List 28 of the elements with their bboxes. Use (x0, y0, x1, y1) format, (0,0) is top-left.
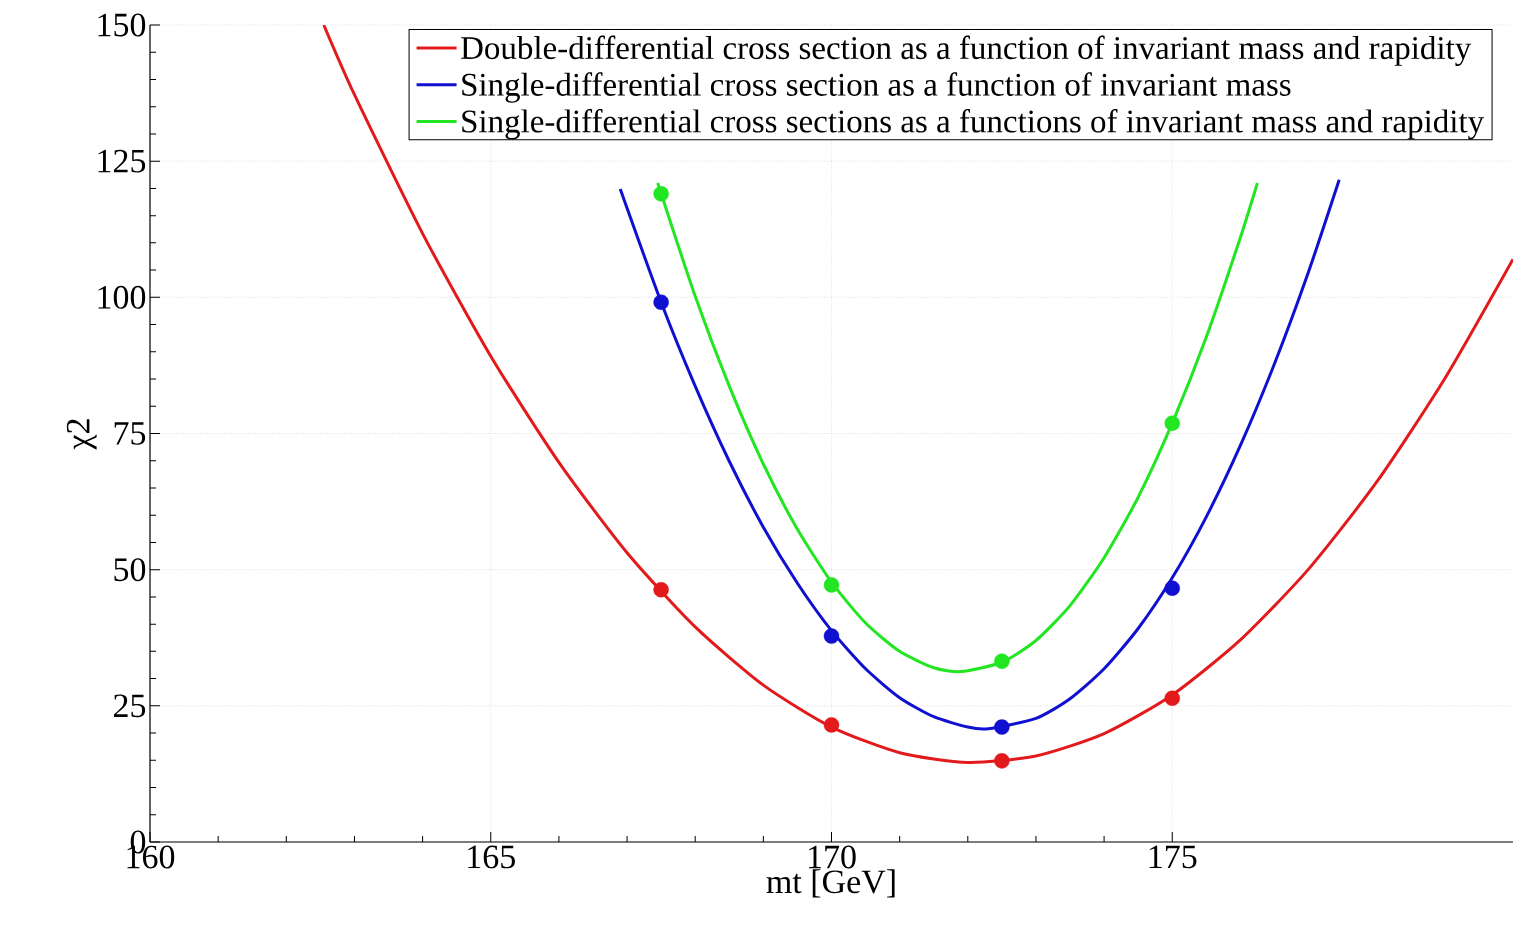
point (994, 653, 1010, 669)
y-tick-label: 100 (98, 285, 146, 309)
y-tick-label: 50 (114, 558, 146, 582)
point (994, 719, 1010, 735)
legend-label: Double-differential cross section as a function of invariant mass and rapidity (461, 35, 1472, 66)
y-tick-label: 25 (113, 694, 146, 718)
y-tick-label: 125 (98, 149, 146, 173)
y-axis-title: χ2 (66, 419, 97, 450)
y-tick-label: 75 (114, 422, 146, 445)
legend-label: Single-differential cross sections as a functions of invariant mass and rapidity (462, 109, 1484, 140)
point (1164, 415, 1180, 431)
x-axis-title: mt [GeV] (766, 869, 895, 898)
legend-label: Single-differential cross section as a function of invariant mass (462, 72, 1291, 103)
point (653, 294, 669, 310)
x-tick-label: 170 (808, 845, 856, 869)
line-series (618, 178, 1341, 731)
line-series (656, 181, 1259, 674)
x-tick-label: 175 (1149, 845, 1197, 869)
point (823, 717, 840, 733)
point (1164, 580, 1180, 596)
point (1164, 690, 1180, 706)
point (823, 577, 840, 593)
point (994, 753, 1010, 769)
y-tick-label: 150 (98, 13, 146, 37)
point (653, 186, 669, 202)
point (653, 582, 669, 598)
point (823, 628, 840, 644)
x-tick-label: 165 (468, 845, 515, 869)
